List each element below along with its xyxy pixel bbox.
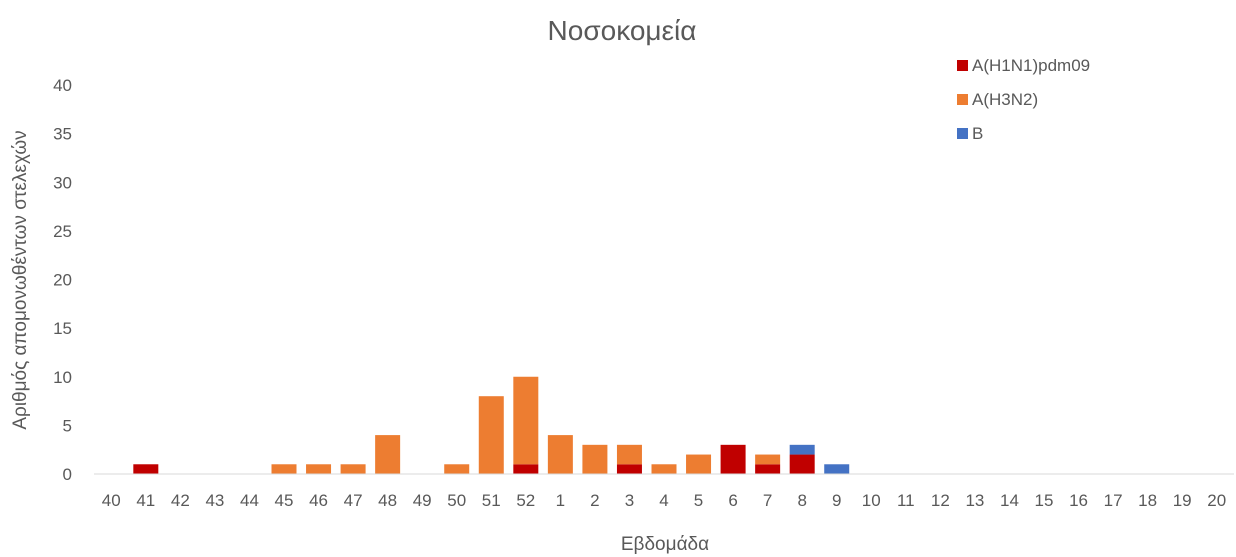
x-tick-label: 49 bbox=[413, 491, 432, 510]
x-tick-label: 11 bbox=[897, 491, 915, 510]
bar-a-h3n2 bbox=[616, 444, 642, 465]
bar-a-h3n2 bbox=[582, 444, 608, 474]
bar-a-h1n1-pdm09 bbox=[720, 444, 746, 474]
bars bbox=[133, 376, 850, 474]
x-tick-label: 46 bbox=[309, 491, 328, 510]
bar-a-h3n2 bbox=[651, 464, 677, 474]
bar-a-h3n2 bbox=[686, 454, 712, 474]
x-tick-label: 44 bbox=[240, 491, 259, 510]
x-tick-label: 42 bbox=[171, 491, 190, 510]
x-tick-label: 47 bbox=[344, 491, 363, 510]
x-axis-ticks: 40 41 42 43 44 45 46 47 48 49 50 51 52 1 2 3 4 5 6 7 8 9 10 11 1… bbox=[102, 491, 1226, 510]
x-tick-label: 16 bbox=[1069, 491, 1088, 510]
x-tick-label: 50 bbox=[447, 491, 466, 510]
bar-b bbox=[824, 464, 850, 474]
x-tick-label: 45 bbox=[275, 491, 294, 510]
x-tick-label: 2 bbox=[590, 491, 599, 510]
bar-a-h3n2 bbox=[478, 396, 504, 474]
legend-swatch-a-h3n2 bbox=[957, 94, 968, 105]
bar-a-h3n2 bbox=[547, 435, 573, 474]
x-tick-label: 8 bbox=[797, 491, 806, 510]
x-tick-label: 13 bbox=[965, 491, 984, 510]
x-tick-label: 3 bbox=[625, 491, 634, 510]
bar-b bbox=[789, 444, 815, 455]
bar-a-h1n1-pdm09 bbox=[755, 464, 781, 474]
x-tick-label: 4 bbox=[659, 491, 668, 510]
legend: A(H1N1)pdm09 A(H3N2) B bbox=[957, 56, 1090, 143]
x-tick-label: 14 bbox=[1000, 491, 1019, 510]
x-tick-label: 18 bbox=[1138, 491, 1157, 510]
legend-swatch-b bbox=[957, 128, 968, 139]
x-tick-label: 19 bbox=[1173, 491, 1192, 510]
bar-a-h1n1-pdm09 bbox=[513, 464, 539, 474]
x-tick-label: 7 bbox=[763, 491, 772, 510]
y-tick-label: 0 bbox=[63, 465, 72, 484]
x-tick-label: 52 bbox=[516, 491, 535, 510]
x-tick-label: 41 bbox=[136, 491, 155, 510]
x-tick-label: 15 bbox=[1035, 491, 1054, 510]
legend-label-b: B bbox=[972, 124, 983, 143]
x-tick-label: 48 bbox=[378, 491, 397, 510]
bar-a-h3n2 bbox=[306, 464, 332, 474]
y-tick-label: 30 bbox=[53, 173, 72, 192]
bar-a-h3n2 bbox=[755, 454, 781, 465]
y-tick-label: 5 bbox=[63, 416, 72, 435]
bar-a-h1n1-pdm09 bbox=[789, 454, 815, 474]
legend-swatch-a-h1n1-pdm09 bbox=[957, 60, 968, 71]
x-tick-label: 43 bbox=[205, 491, 224, 510]
y-axis-ticks: 0 5 10 15 20 25 30 35 40 bbox=[53, 76, 72, 484]
y-tick-label: 15 bbox=[53, 319, 72, 338]
y-axis-label: Αριθμός απομονωθέντων στελεχών bbox=[10, 130, 31, 429]
y-tick-label: 20 bbox=[53, 271, 72, 290]
legend-label-a-h1n1-pdm09: A(H1N1)pdm09 bbox=[972, 56, 1090, 75]
x-tick-label: 5 bbox=[694, 491, 703, 510]
y-tick-label: 25 bbox=[53, 222, 72, 241]
x-tick-label: 17 bbox=[1104, 491, 1123, 510]
x-tick-label: 6 bbox=[728, 491, 737, 510]
legend-label-a-h3n2: A(H3N2) bbox=[972, 90, 1038, 109]
bar-a-h3n2 bbox=[444, 464, 470, 474]
x-tick-label: 9 bbox=[832, 491, 841, 510]
y-tick-label: 35 bbox=[53, 125, 72, 144]
x-tick-label: 12 bbox=[931, 491, 950, 510]
y-tick-label: 40 bbox=[53, 76, 72, 95]
x-tick-label: 1 bbox=[556, 491, 565, 510]
x-tick-label: 20 bbox=[1207, 491, 1226, 510]
bar-a-h1n1-pdm09 bbox=[616, 464, 642, 474]
chart-title: Νοσοκομεία bbox=[548, 15, 697, 46]
x-axis-label: Εβδομάδα bbox=[621, 534, 709, 555]
bar-a-h3n2 bbox=[375, 435, 401, 474]
bar-a-h3n2 bbox=[513, 376, 539, 465]
bar-a-h1n1-pdm09 bbox=[133, 464, 159, 474]
bar-a-h3n2 bbox=[340, 464, 366, 474]
x-tick-label: 40 bbox=[102, 491, 121, 510]
x-tick-label: 10 bbox=[862, 491, 881, 510]
x-tick-label: 51 bbox=[482, 491, 501, 510]
y-tick-label: 10 bbox=[53, 368, 72, 387]
bar-a-h3n2 bbox=[271, 464, 297, 474]
